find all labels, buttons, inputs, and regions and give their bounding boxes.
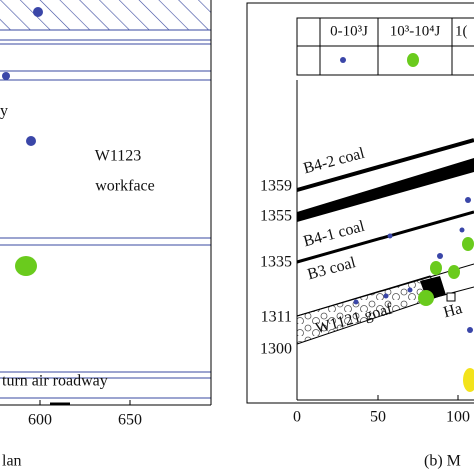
legend-label: 0-10³J: [330, 23, 368, 39]
elevation: 1300: [260, 341, 292, 358]
legend-label: 1(: [455, 23, 468, 39]
legend-label: 10³-10⁴J: [390, 23, 441, 39]
caption: (b) M: [424, 453, 461, 470]
elevation: 1311: [261, 309, 292, 326]
frame: [246, 2, 474, 404]
label: y: [0, 103, 8, 120]
x-tick-label: 600: [28, 412, 52, 429]
caption: lan: [2, 453, 22, 470]
elevation: 1355: [260, 208, 292, 225]
left-panel: y W1123 workface turn air roadway 600 65…: [0, 0, 212, 470]
x-tick-label: 50: [370, 409, 386, 426]
label: turn air roadway: [2, 373, 108, 390]
label: workface: [95, 178, 155, 195]
elevation: 1359: [260, 178, 292, 195]
elevation: 1335: [260, 254, 292, 271]
x-tick-label: 100: [446, 409, 470, 426]
label: W1123: [95, 148, 142, 165]
hatched-strip: [0, 0, 211, 30]
layer-label: Ha: [442, 300, 464, 321]
x-tick-label: 0: [293, 409, 301, 426]
right-panel: 0-10³J 10³-10⁴J 1( 1359 1355: [246, 2, 474, 470]
x-tick-label: 650: [118, 412, 142, 429]
